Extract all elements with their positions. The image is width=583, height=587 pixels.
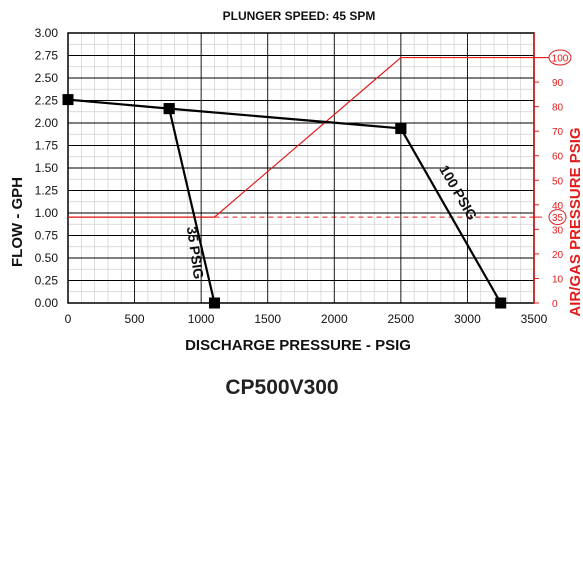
y2-axis-label: AIR/GAS PRESSURE PSIG xyxy=(567,127,583,316)
flow-series-line xyxy=(168,108,216,304)
y-tick-label: 1.50 xyxy=(35,161,59,175)
data-point-marker xyxy=(395,122,407,134)
annotations: 35 PSIG 100 PSIG xyxy=(184,162,481,280)
x-tick-label: 2500 xyxy=(388,312,415,326)
y-tick-label: 2.00 xyxy=(35,116,59,130)
y2-circled-label: 100 xyxy=(552,54,569,65)
x-tick-labels: 0 500 1000 1500 2000 2500 3000 3500 xyxy=(65,312,548,326)
model-subtitle: CP500V300 xyxy=(225,376,338,399)
y2-tick-label: 40 xyxy=(552,201,564,212)
flow-series-line xyxy=(67,98,401,130)
y-tick-label: 3.00 xyxy=(35,26,59,40)
y2-tick-label: 30 xyxy=(552,225,564,236)
y2-tick-label: 70 xyxy=(552,127,564,138)
x-tick-label: 0 xyxy=(65,312,72,326)
y-tick-label: 0.00 xyxy=(35,296,59,310)
x-tick-label: 1000 xyxy=(188,312,215,326)
y2-tick-labels: 0 10 20 30 40 50 60 70 80 90 35 100 xyxy=(534,49,572,310)
data-point-marker xyxy=(163,103,175,115)
y2-tick-label: 50 xyxy=(552,176,564,187)
y2-tick-label: 80 xyxy=(552,103,564,114)
y-tick-label: 2.25 xyxy=(35,94,59,108)
flow-series-layer xyxy=(62,94,507,309)
chart-title: PLUNGER SPEED: 45 SPM xyxy=(223,9,376,23)
y-axis-label: FLOW - GPH xyxy=(9,177,26,267)
y2-circled-label: 35 xyxy=(552,213,564,224)
grid xyxy=(67,32,535,304)
y-tick-label: 0.50 xyxy=(35,251,59,265)
y-tick-label: 1.75 xyxy=(35,139,59,153)
y2-circled-marker xyxy=(548,209,567,226)
x-tick-label: 1500 xyxy=(254,312,281,326)
data-point-marker xyxy=(208,297,220,309)
y-tick-label: 1.00 xyxy=(35,206,59,220)
y2-tick-label: 0 xyxy=(552,299,558,310)
series-annotation: 100 PSIG xyxy=(436,162,480,223)
data-point-marker xyxy=(495,297,507,309)
air-pressure-line xyxy=(68,56,561,218)
x-tick-label: 3000 xyxy=(454,312,481,326)
flow-series-line xyxy=(399,127,502,304)
x-tick-label: 2000 xyxy=(321,312,348,326)
y-tick-label: 0.75 xyxy=(35,229,59,243)
y-tick-label: 2.75 xyxy=(35,49,59,63)
y2-tick-label: 10 xyxy=(552,274,564,285)
y-tick-label: 0.25 xyxy=(35,274,59,288)
air-pressure-layer xyxy=(68,33,561,304)
x-axis-label: DISCHARGE PRESSURE - PSIG xyxy=(185,337,411,354)
y-tick-label: 2.50 xyxy=(35,71,59,85)
data-point-marker xyxy=(62,94,74,106)
x-tick-label: 3500 xyxy=(521,312,548,326)
y-tick-labels: 0.00 0.25 0.50 0.75 1.00 1.25 1.50 1.75 2.00 2.25… xyxy=(35,26,59,310)
y2-circled-marker xyxy=(548,49,572,66)
y-tick-label: 1.25 xyxy=(35,184,59,198)
series-annotation: 35 PSIG xyxy=(184,225,207,280)
x-tick-label: 500 xyxy=(125,312,145,326)
y2-tick-label: 90 xyxy=(552,78,564,89)
y2-tick-label: 20 xyxy=(552,250,564,261)
y2-tick-label: 60 xyxy=(552,152,564,163)
